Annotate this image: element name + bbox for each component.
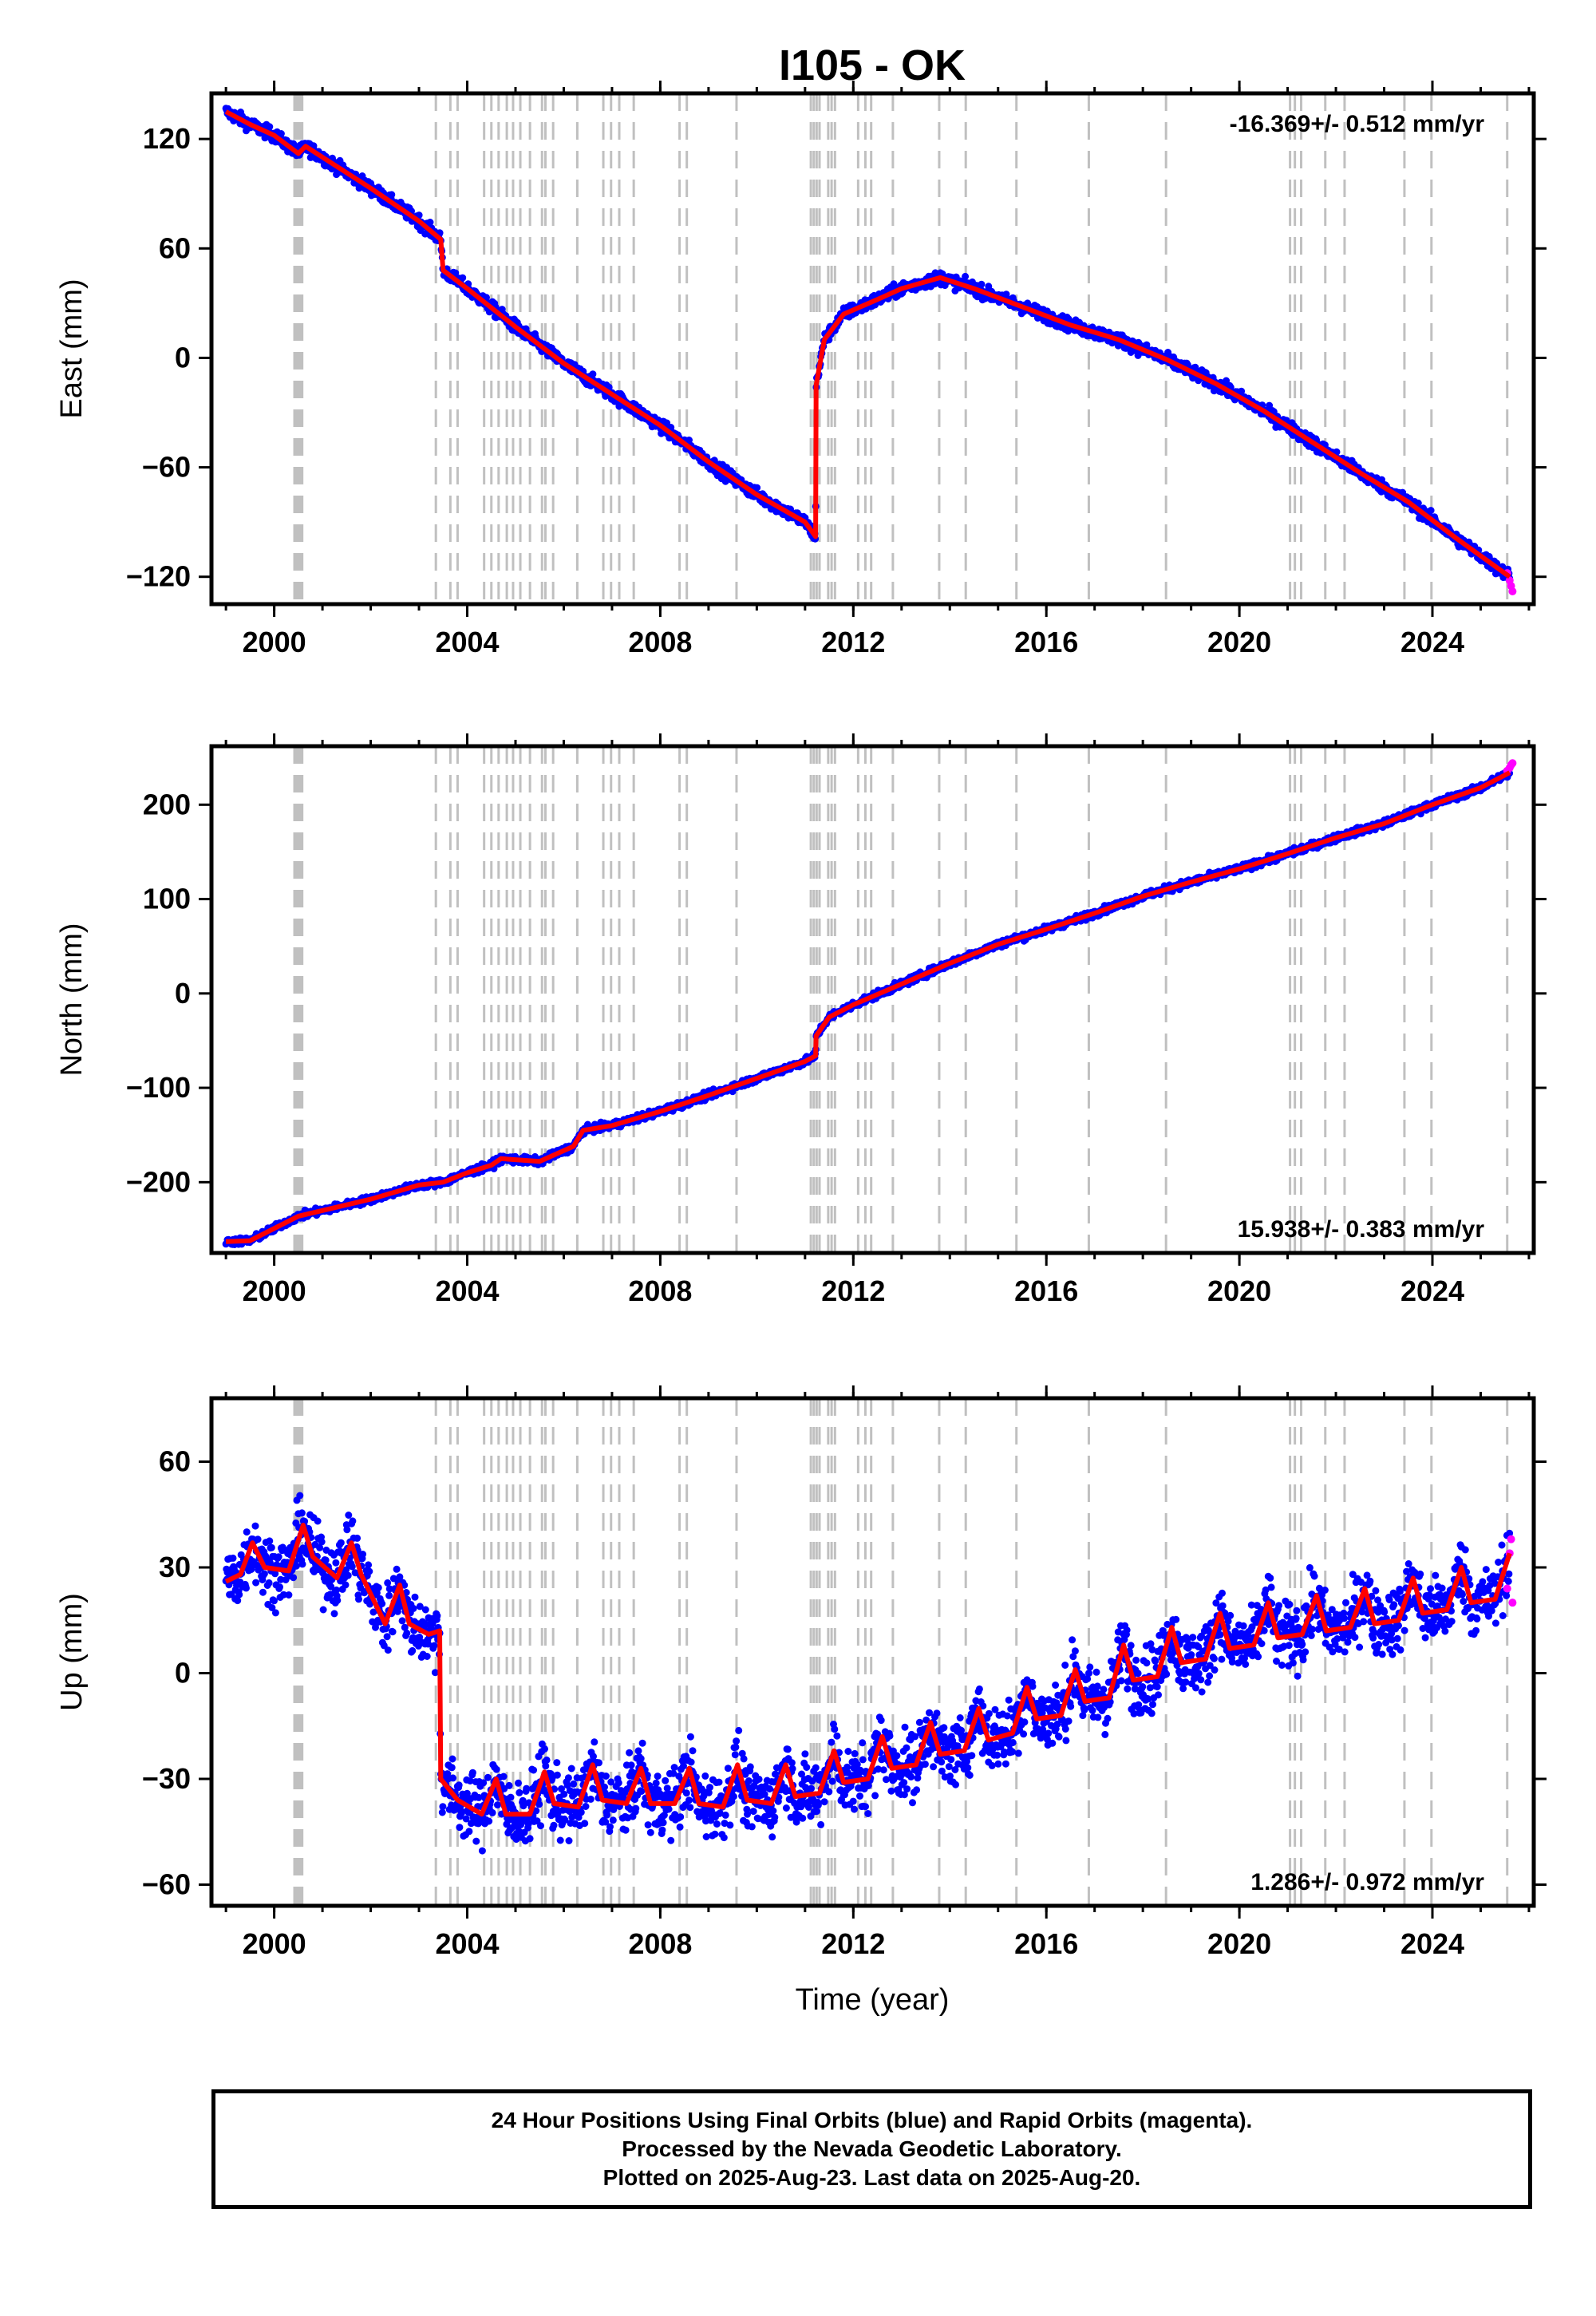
rapid-orbit-point	[1508, 1599, 1517, 1607]
model-line	[225, 770, 1511, 1244]
x-tick-label: 2020	[1207, 626, 1271, 658]
y-axis-label: North (mm)	[55, 923, 89, 1076]
x-tick-label: 2020	[1207, 1927, 1271, 1960]
x-tick-label: 2012	[821, 1275, 885, 1307]
x-tick-label: 2008	[628, 626, 692, 658]
panels-group: 2000 2004 2008 2012 2016 2020 2024−120−6006012…	[55, 81, 1547, 1960]
caption-line-1: 24 Hour Positions Using Final Orbits (bl…	[491, 2108, 1253, 2132]
y-axis-label: Up (mm)	[55, 1593, 89, 1711]
chart-title: I105 - OK	[779, 41, 966, 89]
panel-3: 2000 2004 2008 2012 2016 2020 2024 −60 −30 0 30 60 U…	[55, 1385, 1547, 1960]
y-axis-label: East (mm)	[55, 279, 89, 418]
y-tick-label: −200	[126, 1165, 191, 1198]
y-tick-label: −60	[142, 451, 191, 484]
y-tick-label: 120	[143, 122, 191, 155]
panel-frame	[209, 1396, 1536, 1908]
rate-annotation: -16.369+/- 0.512 mm/yr	[1230, 111, 1485, 137]
panel-1: 2000 2004 2008 2012 2016 2020 2024 −120 −60 0 60 12…	[55, 81, 1547, 658]
rate-annotation: 15.938+/- 0.383 mm/yr	[1238, 1216, 1485, 1243]
x-axis-label: Time (year)	[796, 1983, 950, 2017]
y-tick-label: 60	[159, 231, 191, 264]
x-tick-label: 2016	[1014, 1927, 1078, 1960]
x-tick-label: 2004	[435, 1927, 499, 1960]
caption-line-2: Processed by the Nevada Geodetic Laborat…	[622, 2136, 1122, 2161]
rapid-orbit-point	[1508, 587, 1517, 595]
x-tick-label: 2016	[1014, 626, 1078, 658]
rapid-orbit-point	[1507, 1535, 1515, 1543]
panel-frame	[209, 91, 1536, 607]
x-tick-label: 2008	[628, 1275, 692, 1307]
rate-annotation: 1.286+/- 0.972 mm/yr	[1250, 1869, 1484, 1895]
y-tick-label: 30	[159, 1551, 191, 1583]
caption-line-3: Plotted on 2025-Aug-23. Last data on 202…	[602, 2165, 1141, 2190]
final-orbit-points	[222, 1492, 1514, 1855]
x-tick-label: 2000	[243, 1927, 306, 1960]
x-tick-label: 2024	[1400, 1275, 1464, 1307]
panel-frame	[209, 744, 1536, 1255]
y-tick-label: −100	[126, 1071, 191, 1104]
x-tick-label: 2012	[821, 1927, 885, 1960]
model-line	[224, 109, 1511, 579]
y-tick-label: 60	[159, 1445, 191, 1478]
x-tick-label: 2000	[243, 1275, 306, 1307]
plot-area	[222, 93, 1517, 604]
final-orbit-points	[222, 105, 1514, 582]
rapid-orbit-point	[1508, 759, 1517, 768]
y-tick-label: 100	[143, 883, 191, 915]
x-tick-label: 2024	[1400, 626, 1464, 658]
y-tick-label: 0	[175, 1657, 191, 1690]
y-tick-label: 200	[143, 788, 191, 820]
plot-area	[222, 746, 1517, 1253]
x-tick-label: 2012	[821, 626, 885, 658]
y-tick-label: 0	[175, 977, 191, 1010]
rapid-orbit-point	[1503, 1584, 1511, 1593]
plot-area	[222, 1398, 1517, 1906]
y-tick-label: −30	[142, 1762, 191, 1795]
y-tick-label: 0	[175, 341, 191, 373]
caption-box: 24 Hour Positions Using Final Orbits (bl…	[211, 2089, 1532, 2209]
y-tick-label: −60	[142, 1868, 191, 1901]
panel-2: 2000 2004 2008 2012 2016 2020 2024 −200 −100 0 100…	[55, 733, 1547, 1307]
x-tick-label: 2024	[1400, 1927, 1464, 1960]
x-tick-label: 2020	[1207, 1275, 1271, 1307]
x-tick-label: 2004	[435, 1275, 499, 1307]
y-tick-label: −120	[126, 560, 191, 593]
x-tick-label: 2008	[628, 1927, 692, 1960]
x-tick-label: 2000	[243, 626, 306, 658]
model-line	[224, 1523, 1512, 1817]
x-tick-label: 2016	[1014, 1275, 1078, 1307]
x-tick-label: 2004	[435, 626, 499, 658]
